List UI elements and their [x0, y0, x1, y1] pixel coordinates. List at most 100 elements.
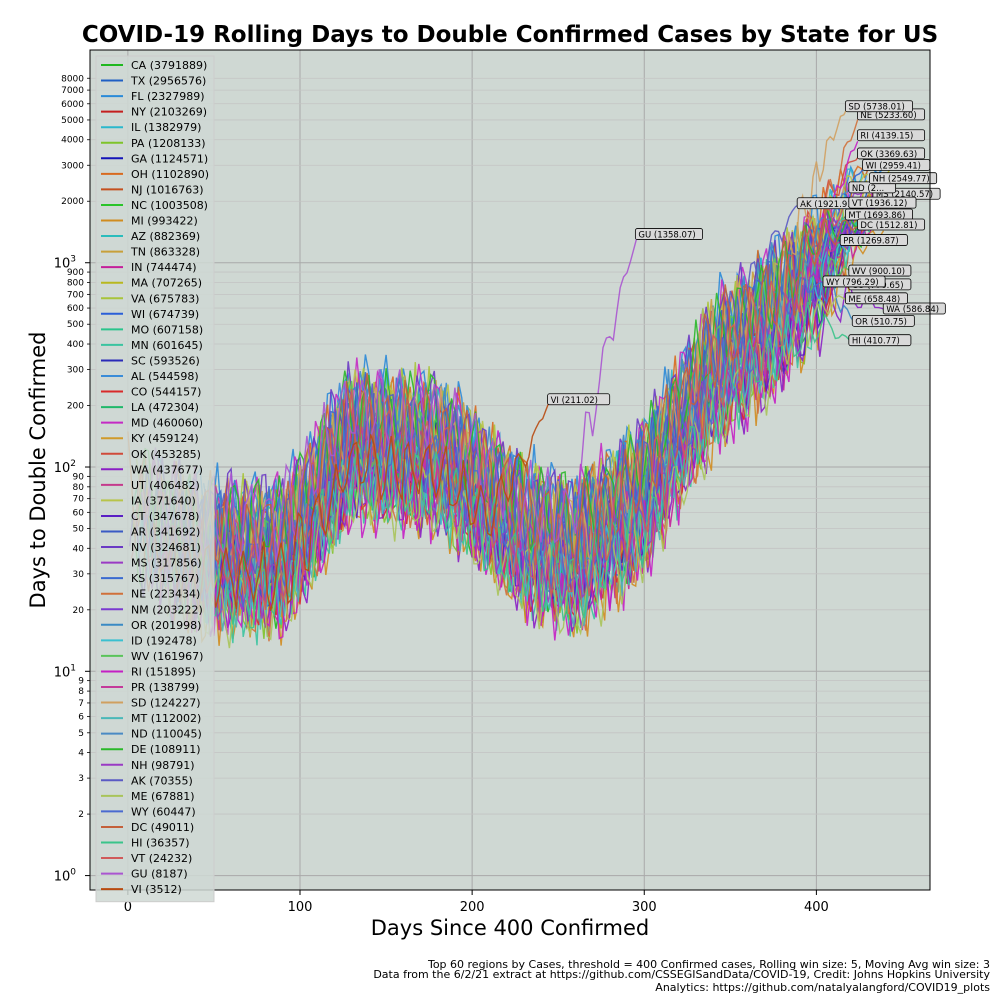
legend: CA (3791889) TX (2956576) FL (2327989) NY (… — [95, 55, 215, 903]
y-minor-tick-label: 60 — [73, 508, 85, 518]
end-label: WA (586.84) — [886, 305, 939, 315]
end-label: PR (1269.87) — [843, 237, 899, 247]
legend-entry: MN (601645) — [131, 339, 203, 352]
y-minor-tick-label: 2000 — [61, 197, 84, 207]
x-tick-label: 300 — [632, 900, 657, 915]
legend-entry: KY (459124) — [131, 432, 199, 445]
end-label: OK (3369.63) — [860, 150, 917, 160]
y-minor-tick-label: 30 — [73, 570, 85, 580]
end-label-box — [547, 393, 611, 406]
legend-entry: NV (324681) — [131, 541, 201, 554]
end-label: SD (5738.01) — [848, 103, 904, 113]
x-tick-label: 200 — [460, 900, 485, 915]
x-tick-label: 0 — [124, 900, 132, 915]
y-tick-exponent: 2 — [70, 459, 76, 469]
legend-entry: ID (192478) — [131, 634, 197, 647]
y-minor-tick-label: 2 — [78, 810, 84, 820]
end-label-box — [822, 275, 886, 288]
end-label: NH (2549.77) — [872, 175, 929, 185]
series-line — [153, 400, 551, 612]
y-minor-tick-label: 90 — [73, 472, 85, 482]
end-label: MT (1693.86) — [848, 211, 905, 221]
y-minor-tick-label: 70 — [73, 495, 85, 505]
legend-entry: IL (1382979) — [131, 121, 201, 134]
y-minor-tick-label: 400 — [67, 340, 84, 350]
y-minor-tick-label: 3000 — [61, 161, 84, 171]
legend-entry: DC (49011) — [131, 821, 194, 834]
legend-entry: PA (1208133) — [131, 137, 206, 150]
y-minor-tick-label: 200 — [67, 402, 84, 412]
legend-entry: IA (371640) — [131, 494, 196, 507]
end-labels: WI (2959.41)CO (770.65)OK (3369.63)WA (5… — [547, 100, 946, 406]
legend-entry: KS (315767) — [131, 572, 199, 585]
series-line — [187, 213, 860, 582]
y-minor-tick-label: 6 — [78, 713, 84, 723]
series-line — [197, 301, 850, 629]
y-tick-exponent: 3 — [70, 255, 76, 265]
end-label-box — [869, 172, 938, 185]
legend-entry: ME (67881) — [131, 790, 195, 803]
legend-entry: IN (744474) — [131, 261, 197, 274]
legend-entry: CT (347678) — [131, 510, 199, 523]
x-tick-label: 100 — [288, 900, 313, 915]
legend-entry: AL (544598) — [131, 370, 199, 383]
legend-entry: AR (341692) — [131, 526, 200, 539]
legend-entry: MI (993422) — [131, 215, 198, 228]
y-minor-tick-label: 900 — [67, 268, 84, 278]
end-label: AK (1921.93) — [800, 200, 856, 210]
end-label-box — [857, 129, 926, 142]
y-minor-tick-label: 500 — [67, 320, 84, 330]
footnote-line-3: Analytics: https://github.com/natalyalan… — [655, 981, 990, 994]
y-minor-tick-label: 9 — [78, 677, 84, 687]
series-lines — [127, 107, 895, 649]
end-label-box — [844, 292, 908, 305]
x-axis-label: Days Since 400 Confirmed — [371, 916, 649, 940]
end-label: GU (1358.07) — [638, 231, 695, 241]
legend-entry: WI (674739) — [131, 308, 199, 321]
y-minor-tick-label: 6000 — [61, 100, 84, 110]
legend-entry: WY (60447) — [131, 805, 196, 818]
legend-entry: NH (98791) — [131, 759, 195, 772]
end-label-box — [848, 196, 917, 209]
end-label: VT (1936.12) — [852, 199, 908, 209]
end-label: ME (658.48) — [848, 295, 900, 305]
legend-entry: NY (2103269) — [131, 106, 207, 119]
end-label: NE (5233.60) — [860, 111, 916, 121]
end-label: OR (510.75) — [855, 317, 907, 327]
end-label: RI (4139.15) — [860, 132, 913, 142]
x-tick-label: 400 — [804, 900, 829, 915]
legend-entry: MD (460060) — [131, 417, 203, 430]
y-minor-tick-label: 4 — [78, 749, 84, 759]
legend-entry: DE (108911) — [131, 743, 201, 756]
legend-entry: OH (1102890) — [131, 168, 209, 181]
y-minor-tick-label: 3 — [78, 774, 84, 784]
legend-entry: MA (707265) — [131, 277, 202, 290]
legend-entry: WA (437677) — [131, 463, 203, 476]
y-minor-tick-label: 80 — [73, 483, 85, 493]
legend-entry: NM (203222) — [131, 603, 203, 616]
y-minor-tick-label: 20 — [73, 606, 85, 616]
end-label-box — [839, 234, 908, 246]
legend-entry: TN (863328) — [130, 246, 200, 259]
end-label-box — [634, 228, 703, 240]
footnote-line-1: Top 60 regions by Cases, threshold = 400… — [427, 958, 990, 971]
legend-entry: GA (1124571) — [131, 152, 208, 165]
legend-entry: HI (36357) — [131, 837, 190, 850]
legend-entry: MT (112002) — [131, 712, 201, 725]
y-minor-tick-label: 4000 — [61, 136, 84, 146]
legend-entry: ND (110045) — [131, 728, 202, 741]
footnote-line-2: Data from the 6/2/21 extract at https://… — [373, 968, 990, 981]
legend-entry: LA (472304) — [131, 401, 199, 414]
y-minor-tick-label: 7000 — [61, 86, 84, 96]
end-label: WY (796.29) — [826, 278, 879, 288]
end-label: WV (900.10) — [852, 267, 905, 277]
y-minor-tick-label: 300 — [67, 366, 84, 376]
end-label: WI (2959.41) — [866, 161, 921, 171]
legend-entry: SD (124227) — [131, 697, 201, 710]
series-line — [134, 207, 858, 573]
legend-entry: CO (544157) — [131, 386, 201, 399]
legend-entry: MS (317856) — [131, 557, 202, 570]
y-minor-tick-label: 800 — [67, 279, 84, 289]
end-label: HI (410.77) — [852, 337, 900, 347]
y-minor-tick-label: 700 — [67, 290, 84, 300]
